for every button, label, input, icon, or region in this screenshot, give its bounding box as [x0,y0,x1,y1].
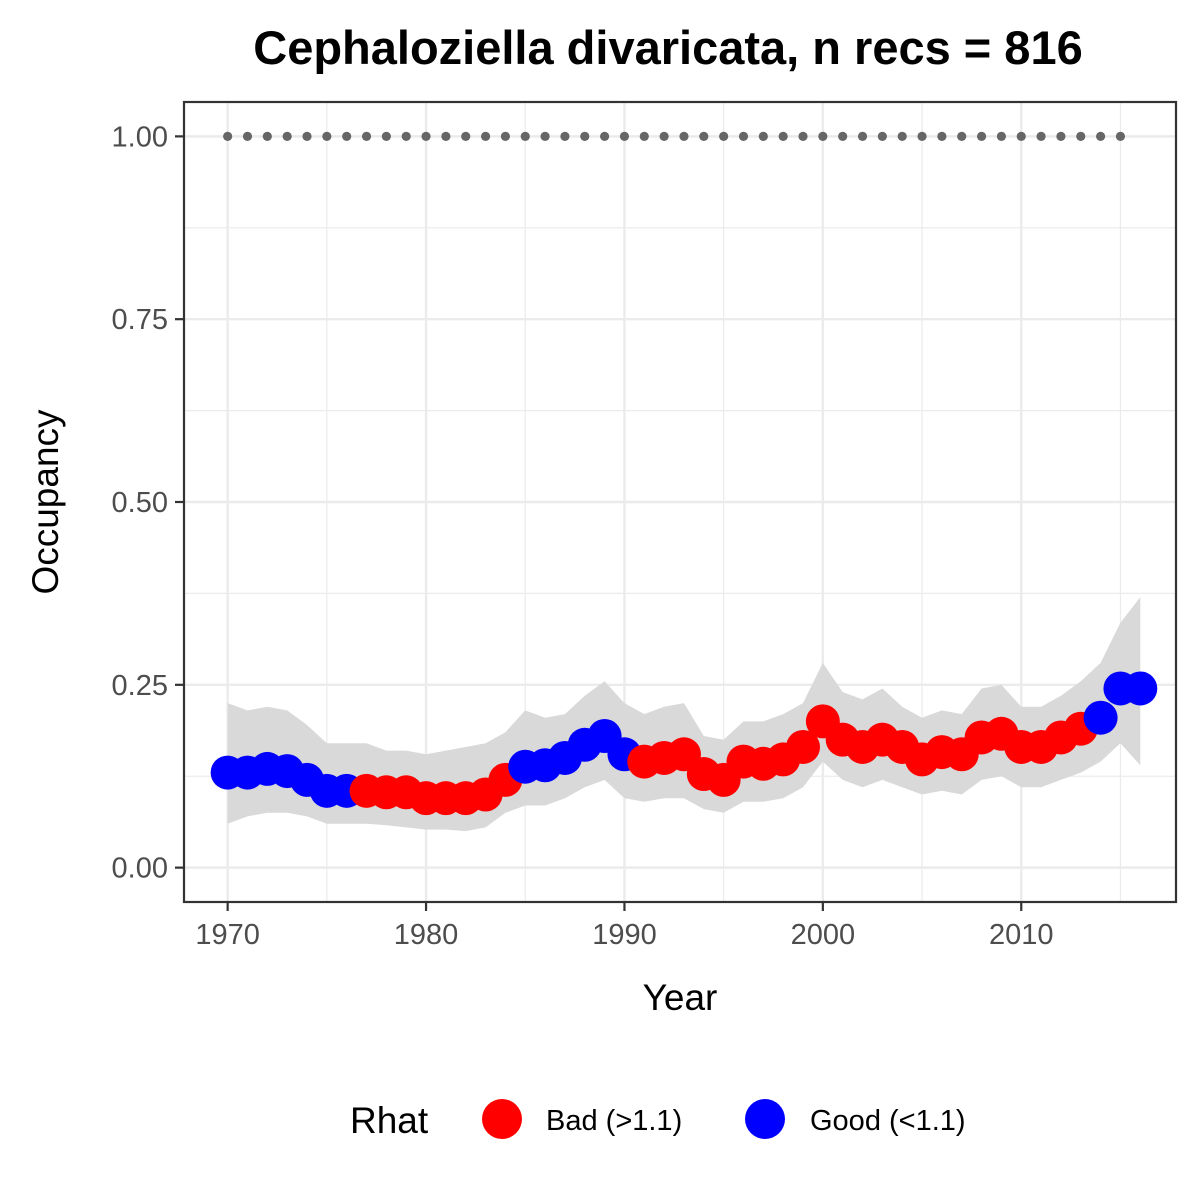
reference-point [1096,131,1106,141]
reference-point [699,131,709,141]
x-tick-label: 2010 [989,919,1054,951]
reference-point [441,131,451,141]
y-tick-label: 0.00 [112,853,168,885]
reference-point [580,131,590,141]
reference-point [778,131,788,141]
reference-point [1036,131,1046,141]
reference-point [937,131,947,141]
x-tick-label: 1970 [195,919,260,951]
y-tick-label: 1.00 [112,121,168,153]
x-tick-label: 2000 [791,919,856,951]
occupancy-points [210,671,1158,816]
reference-point [719,131,729,141]
reference-point [361,131,372,141]
reference-point [520,131,530,141]
reference-point [500,131,511,141]
reference-point [1016,131,1026,141]
reference-point [738,131,749,141]
reference-point [1115,131,1126,141]
reference-point [242,131,253,141]
reference-line-points [223,131,1126,141]
reference-point [758,131,768,141]
legend-bad-label: Bad (>1.1) [546,1105,682,1137]
data-point-2016 [1123,671,1158,706]
reference-point [798,131,808,141]
y-tick-label: 0.25 [112,670,168,702]
reference-point [818,131,828,141]
y-axis-title: Occupancy [25,409,66,595]
legend-good-label: Good (<1.1) [810,1105,966,1137]
data-point-2014 [1083,700,1118,735]
reference-point [540,131,550,141]
reference-point [996,131,1007,141]
reference-point [322,131,332,141]
legend: Rhat Bad (>1.1) Good (<1.1) [350,1099,966,1141]
reference-point [619,131,630,141]
reference-point [957,131,967,141]
reference-point [877,131,887,141]
reference-point [461,131,471,141]
reference-point [480,131,491,141]
x-tick-label: 1990 [592,919,657,951]
reference-point [600,131,610,141]
reference-point [838,131,848,141]
legend-title: Rhat [350,1100,429,1141]
reference-point [679,131,689,141]
x-axis: 1970 1980 1990 2000 2010 [195,902,1054,951]
reference-point [302,131,312,141]
reference-point [857,131,868,141]
reference-point [421,131,431,141]
reference-point [381,131,391,141]
reference-point [639,131,649,141]
chart-title: Cephaloziella divaricata, n recs = 816 [253,21,1082,74]
reference-point [223,131,233,141]
x-tick-label: 1980 [394,919,459,951]
reference-point [1076,131,1086,141]
data-point-1999 [786,729,821,764]
reference-point [659,131,669,141]
reference-point [401,131,411,141]
y-tick-label: 0.50 [112,487,168,519]
reference-point [917,131,927,141]
reference-point [342,131,352,141]
legend-good-key [745,1099,785,1139]
x-axis-title: Year [643,977,718,1018]
reference-point [897,131,907,141]
y-axis: 0.00 0.25 0.50 0.75 1.00 [112,121,184,885]
y-tick-label: 0.75 [112,304,168,336]
reference-point [282,131,292,141]
reference-point [976,131,987,141]
reference-point [560,131,570,141]
reference-point [1056,131,1066,141]
reference-point [262,131,272,141]
legend-bad-key [482,1099,522,1139]
